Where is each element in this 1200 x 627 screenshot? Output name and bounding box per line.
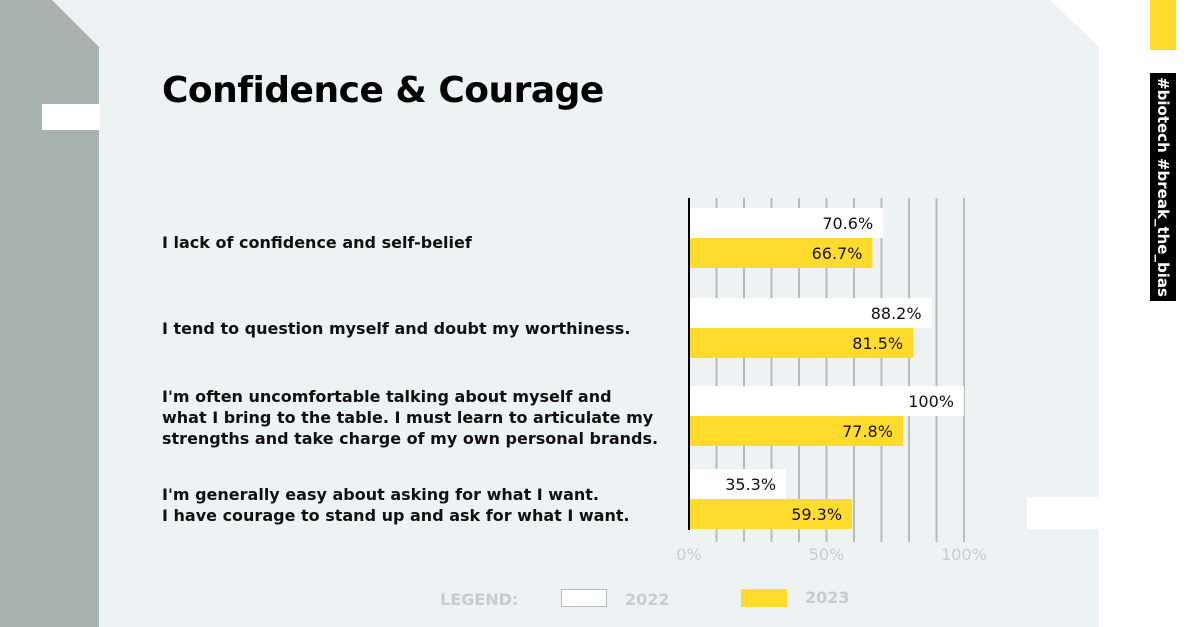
hashtag-banner: #biotech #break_the_bias — [1150, 73, 1176, 301]
question-label: I'm often uncomfortable talking about my… — [162, 386, 662, 449]
bar-2023 — [689, 328, 914, 358]
question-label-line: what I bring to the table. I must learn … — [162, 408, 654, 427]
bar-2022 — [689, 208, 884, 238]
page-title: Confidence & Courage — [162, 70, 604, 111]
bar-value-label: 59.3% — [791, 505, 842, 524]
bar-value-label: 100% — [908, 392, 954, 411]
legend-swatch-2023 — [741, 589, 787, 607]
legend-swatch-2022 — [561, 589, 607, 607]
legend-title: LEGEND: — [440, 590, 519, 609]
bar-value-label: 66.7% — [812, 244, 863, 263]
hashtag-text: #biotech #break_the_bias — [1154, 77, 1172, 297]
question-label-line: I lack of confidence and self-belief — [162, 233, 472, 252]
question-label-line: strengths and take charge of my own pers… — [162, 429, 659, 448]
x-tick-label: 0% — [676, 545, 701, 564]
bar-2022 — [689, 469, 787, 499]
legend-label-2022: 2022 — [625, 590, 670, 609]
main-panel — [52, 0, 1099, 627]
notch-right — [1027, 497, 1100, 529]
question-label-line: I'm often uncomfortable talking about my… — [162, 387, 612, 406]
x-tick-label: 50% — [809, 545, 845, 564]
bar-2023 — [689, 499, 853, 529]
bar-2023 — [689, 238, 873, 268]
bar-2022 — [689, 298, 932, 328]
bar-value-label: 77.8% — [842, 422, 893, 441]
question-label-line: I have courage to stand up and ask for w… — [162, 506, 630, 525]
question-label-line: I tend to question myself and doubt my w… — [162, 319, 631, 338]
question-label: I lack of confidence and self-belief — [162, 232, 662, 253]
bar-value-label: 35.3% — [725, 475, 776, 494]
bar-value-label: 81.5% — [852, 334, 903, 353]
legend-label-2023: 2023 — [805, 588, 850, 607]
bar-value-label: 70.6% — [822, 214, 873, 233]
question-label: I tend to question myself and doubt my w… — [162, 318, 662, 339]
notch-left — [42, 104, 100, 130]
question-label-line: I'm generally easy about asking for what… — [162, 485, 599, 504]
yellow-accent-tab — [1150, 0, 1176, 50]
bar-2022 — [689, 386, 964, 416]
question-label: I'm generally easy about asking for what… — [162, 484, 662, 526]
bar-value-label: 88.2% — [871, 304, 922, 323]
bar-2023 — [689, 416, 903, 446]
x-tick-label: 100% — [941, 545, 987, 564]
